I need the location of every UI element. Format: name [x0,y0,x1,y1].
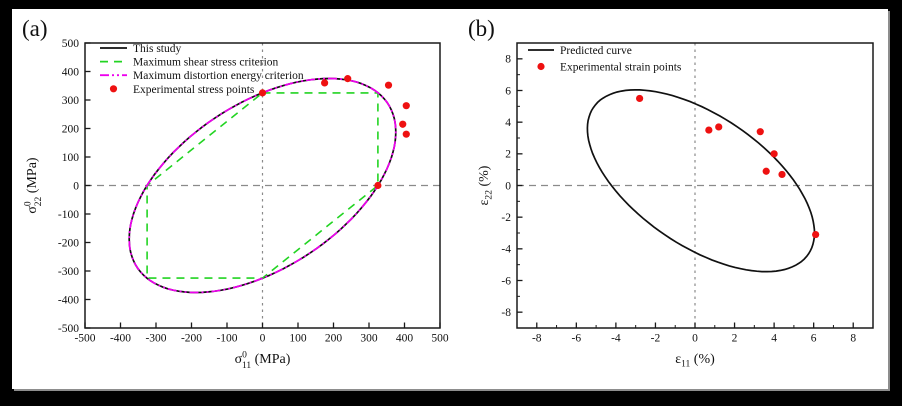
x-tick-label: 6 [811,333,817,345]
legend-experimental-strain-points-marker [537,62,545,71]
series-experimental-strain-points-point [778,170,786,179]
series-experimental-stress-points-point [258,89,267,97]
y-tick-label: 200 [62,123,80,135]
series-experimental-stress-points-point [384,81,393,89]
series-experimental-strain-points-point [762,167,770,175]
legend-experimental-strain-points-label: Experimental strain points [560,62,682,74]
x-tick-label: -100 [216,333,237,345]
x-tick-label: -6 [572,333,582,345]
panel-b-label: (b) [468,16,495,41]
x-tick-label: -200 [181,333,202,345]
x-tick-label: -4 [611,333,621,345]
x-tick-label: 0 [692,333,698,345]
y-tick-label: 400 [62,66,80,78]
y-tick-label: 300 [62,95,80,107]
y-tick-label: 0 [505,180,511,192]
series-experimental-stress-points-point [402,102,410,110]
series-experimental-stress-points-point [402,130,410,138]
y-tick-label: 0 [73,180,79,192]
series-experimental-stress-points-point [321,79,329,87]
y-tick-label: -2 [501,212,511,224]
y-tick-label: -500 [58,323,79,335]
y-tick-label: 2 [505,149,511,161]
series-experimental-stress-points-point [374,181,382,190]
y-axis-label: ε22 (%) [477,165,495,205]
legend-this-study-label: This study [133,43,181,55]
y-tick-label: -100 [58,209,79,221]
y-tick-label: 8 [505,54,511,66]
legend-maximum-distortion-energy-criterion-label: Maximum distortion energy criterion [133,70,304,82]
x-tick-label: -400 [110,333,131,345]
series-experimental-strain-points-point [770,150,778,158]
series-predicted-curve-curve [586,89,816,273]
legend-experimental-stress-points-marker [109,85,118,93]
series-experimental-strain-points-point [705,126,713,134]
x-tick-label: 300 [360,333,378,345]
x-tick-label: 400 [396,333,414,345]
x-tick-label: 100 [289,333,307,345]
x-tick-label: 200 [325,333,343,345]
series-experimental-stress-points-point [344,75,352,83]
y-tick-label: -6 [501,275,511,287]
x-tick-label: -300 [145,333,166,345]
series-experimental-strain-points-point [636,94,644,103]
y-tick-label: -300 [58,266,79,278]
plot-panel-a: -500 -400 -300 -200 -100 0 100 200 300 400 500 500 4… [24,38,449,371]
x-tick-label: 8 [850,333,856,345]
series-experimental-stress-points-point [399,120,407,128]
x-tick-label: 4 [771,333,777,345]
y-tick-label: -200 [58,237,79,249]
x-tick-label: -2 [651,333,661,345]
y-tick-label: 6 [505,85,511,97]
x-tick-label: -8 [532,333,542,345]
x-tick-label: 500 [431,333,449,345]
legend-experimental-stress-points-label: Experimental stress points [133,84,255,96]
series-experimental-strain-points-point [715,123,723,131]
y-tick-label: -400 [58,294,79,306]
legend-maximum-shear-stress-criterion-label: Maximum shear stress criterion [133,57,279,69]
legend-predicted-curve-label: Predicted curve [560,45,632,57]
x-axis-label: σ0 11 (MPa) [235,351,291,371]
y-tick-label: -4 [501,244,511,256]
y-tick-label: 4 [505,117,511,129]
series-experimental-strain-points-point [812,230,820,239]
y-tick-label: 500 [62,38,80,50]
x-tick-label: -500 [74,333,95,345]
x-axis-label: ε11 (%) [675,352,715,370]
figure-panel [12,9,888,389]
y-tick-label: 100 [62,152,80,164]
y-tick-label: -8 [501,307,511,319]
y-axis-label: σ022 (MPa) [24,157,44,214]
panel-a-label: (a) [22,16,48,41]
x-tick-label: 0 [260,333,266,345]
series-experimental-strain-points-point [756,128,764,136]
x-tick-label: 2 [732,333,738,345]
plot-panel-b: -8 -6 -4 -2 0 2 4 6 8 8 6 4 2 0 -2 -4 -6 -8 ε11 (%) ε22 (%)… [477,42,874,370]
